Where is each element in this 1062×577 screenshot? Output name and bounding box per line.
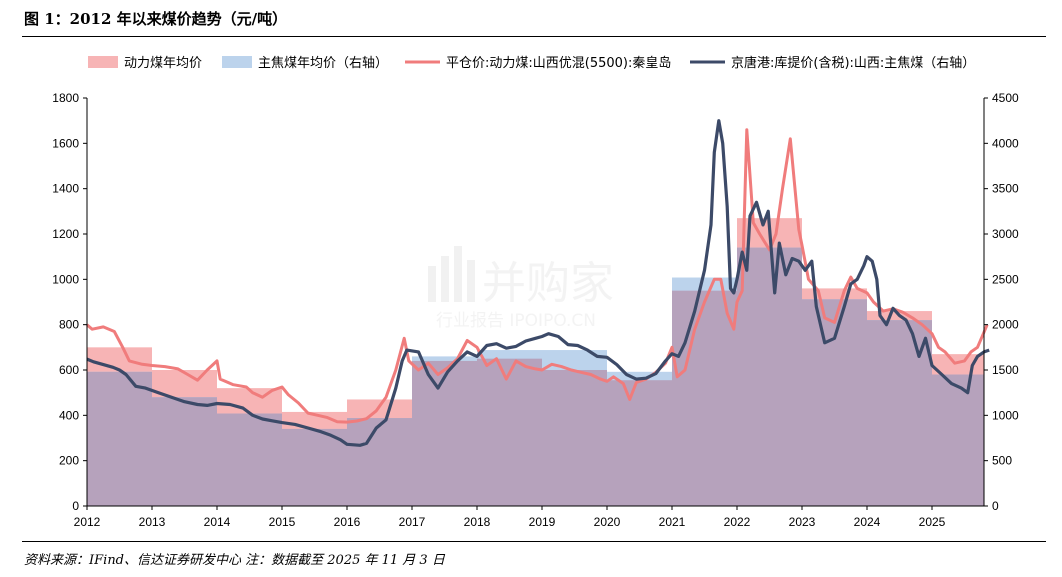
watermark-logo-bar-2 [441, 256, 449, 302]
overlap-bar-2016 [347, 418, 412, 506]
x-tick-label-2016: 2016 [334, 515, 361, 529]
overlap-bar-2014 [217, 413, 282, 506]
source-note: 资料来源：IFind、信达证券研发中心 注：数据截至 2025 年 11 月 3… [24, 553, 445, 568]
x-tick-label-2024: 2024 [854, 515, 881, 529]
left-tick-label-1800: 1800 [52, 91, 79, 105]
bottom-rule [22, 541, 1046, 542]
x-tick-label-2020: 2020 [594, 515, 621, 529]
left-axis-ticks: 0 200 400 600 800 1000 1200 1400 1600 1800 [52, 91, 87, 513]
right-tick-label-1500: 1500 [992, 363, 1019, 377]
right-tick-label-3500: 3500 [992, 182, 1019, 196]
legend: 动力煤年均价 主焦煤年均价（右轴） 平仓价:动力煤:山西优混(5500):秦皇岛… [88, 55, 975, 71]
right-tick-label-3000: 3000 [992, 227, 1019, 241]
left-tick-label-0: 0 [72, 499, 79, 513]
coking-price-line [86, 119, 990, 447]
right-tick-label-4500: 4500 [992, 91, 1019, 105]
axes [86, 98, 985, 507]
right-tick-label-0: 0 [992, 499, 999, 513]
watermark-site: 行业报告 IPOIPO.CN [436, 311, 596, 331]
right-tick-label-4000: 4000 [992, 136, 1019, 150]
overlap-bar-2022 [737, 247, 802, 506]
left-tick-label-1200: 1200 [52, 227, 79, 241]
title-rule [22, 36, 1046, 37]
x-tick-label-2021: 2021 [659, 515, 686, 529]
overlap-bar-2019 [542, 370, 607, 506]
figure-title: 图 1：2012 年以来煤价趋势（元/吨） [24, 10, 288, 28]
overlap-bar-2021 [672, 290, 737, 506]
x-tick-label-2017: 2017 [399, 515, 426, 529]
x-tick-label-2015: 2015 [269, 515, 296, 529]
thermal-price-line [86, 128, 989, 424]
x-tick-label-2025: 2025 [919, 515, 946, 529]
legend-swatch-thermal-annual [88, 56, 118, 68]
left-tick-label-800: 800 [59, 318, 79, 332]
x-tick-label-2023: 2023 [789, 515, 816, 529]
overlap-bar-2018 [477, 358, 542, 506]
legend-label-coking-annual: 主焦煤年均价（右轴） [258, 56, 388, 71]
right-tick-label-2000: 2000 [992, 318, 1019, 332]
x-tick-label-2019: 2019 [529, 515, 556, 529]
x-axis-ticks: 2012 2013 2014 2015 2016 2017 2018 2019 2020 2021… [74, 506, 946, 529]
right-tick-label-500: 500 [992, 454, 1012, 468]
overlap-bar-2020 [607, 380, 672, 506]
left-tick-label-1000: 1000 [52, 272, 79, 286]
overlap-bar-2017 [412, 360, 477, 506]
left-tick-label-1600: 1600 [52, 136, 79, 150]
right-axis-ticks: 0 500 1000 1500 2000 2500 3000 3500 4000 4500 [984, 91, 1019, 513]
left-tick-label-200: 200 [59, 454, 79, 468]
overlap-bar-2025 [932, 374, 984, 506]
watermark-logo-bar-3 [454, 246, 462, 302]
legend-swatch-coking-annual [222, 56, 252, 68]
x-tick-label-2012: 2012 [74, 515, 101, 529]
left-tick-label-600: 600 [59, 363, 79, 377]
watermark-brand: 并购家 [482, 258, 614, 309]
left-tick-label-400: 400 [59, 408, 79, 422]
x-tick-label-2014: 2014 [204, 515, 231, 529]
x-tick-label-2013: 2013 [139, 515, 166, 529]
legend-label-coking-line: 京唐港:库提价(含税):山西:主焦煤（右轴） [731, 55, 975, 71]
x-tick-label-2022: 2022 [724, 515, 751, 529]
overlap-bar-2015 [282, 428, 347, 506]
x-tick-label-2018: 2018 [464, 515, 491, 529]
left-tick-label-1400: 1400 [52, 182, 79, 196]
legend-label-thermal-annual: 动力煤年均价 [124, 56, 202, 71]
right-tick-label-2500: 2500 [992, 272, 1019, 286]
watermark-logo-bar-1 [428, 266, 436, 302]
legend-label-thermal-line: 平仓价:动力煤:山西优混(5500):秦皇岛 [446, 55, 671, 71]
price-lines [86, 119, 990, 447]
overlap-bar-2012 [87, 371, 152, 506]
watermark-logo-bar-4 [467, 260, 475, 302]
overlap-bar-2023 [802, 299, 867, 506]
right-tick-label-1000: 1000 [992, 408, 1019, 422]
watermark: 并购家 行业报告 IPOIPO.CN [428, 246, 614, 331]
overlap-bar-2013 [152, 397, 217, 506]
overlap-bars [87, 247, 984, 506]
